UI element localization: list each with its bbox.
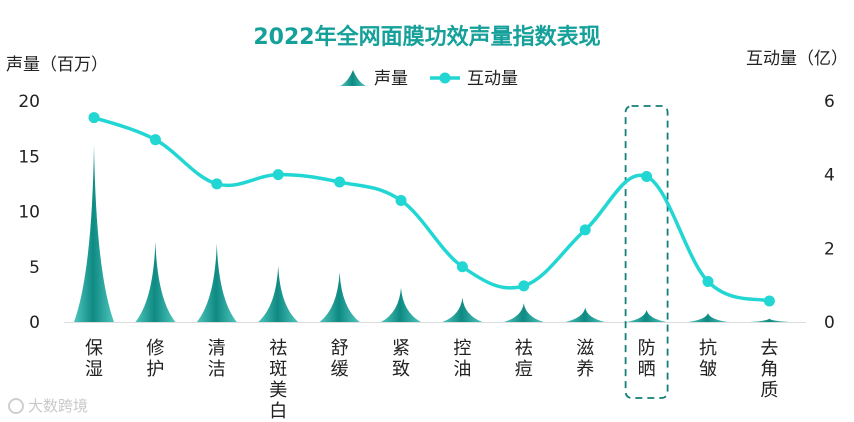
line-point: [334, 176, 346, 188]
bar: [381, 287, 421, 322]
bar: [688, 313, 728, 322]
category-label-char: 湿: [85, 359, 103, 380]
category-label-char: 防: [638, 338, 656, 359]
category-label: 紧致: [392, 338, 410, 380]
category-label-char: 修: [146, 338, 164, 359]
category-label: 抗皱: [699, 338, 717, 380]
legend: 声量 互动量: [340, 69, 518, 89]
category-label-char: 白: [269, 401, 287, 422]
category-label: 去角质: [760, 338, 778, 401]
left-axis-title: 声量（百万）: [6, 55, 108, 75]
category-label-char: 紧: [392, 338, 410, 359]
category-label-char: 痘: [515, 359, 533, 380]
watermark: 大数跨境: [8, 397, 88, 415]
right-tick-label: 2: [824, 239, 835, 259]
line-points: [88, 112, 775, 307]
watermark-logo-icon: [8, 398, 24, 414]
line-point: [272, 169, 284, 181]
legend-line-dot: [439, 72, 451, 84]
chart-title: 2022年全网面膜功效声量指数表现: [253, 24, 600, 50]
bar: [135, 241, 176, 322]
bar: [503, 303, 544, 322]
bar: [258, 265, 299, 322]
category-label-char: 祛: [515, 338, 533, 359]
category-label-char: 油: [453, 359, 471, 380]
right-tick-label: 0: [824, 313, 835, 333]
left-tick-label: 20: [18, 92, 40, 112]
line-point: [456, 261, 468, 273]
bar: [74, 145, 114, 322]
legend-bar-label: 声量: [374, 69, 408, 89]
category-label-char: 质: [760, 380, 778, 401]
bar: [319, 272, 360, 322]
line-point: [641, 171, 653, 183]
legend-bar-icon: [340, 70, 366, 86]
line-point: [702, 275, 714, 287]
line-point: [395, 194, 407, 206]
line-point: [518, 280, 530, 292]
legend-line-label: 互动量: [467, 69, 518, 89]
category-label-char: 斑: [269, 359, 287, 380]
category-label-char: 晒: [638, 359, 656, 380]
line-point: [88, 112, 100, 124]
category-label-char: 护: [146, 359, 164, 380]
category-label: 清洁: [208, 338, 226, 380]
category-label-char: 养: [576, 359, 594, 380]
category-label-char: 皱: [699, 359, 717, 380]
left-tick-label: 5: [29, 258, 40, 278]
category-label-char: 保: [85, 338, 103, 359]
bar: [442, 297, 483, 322]
category-label-char: 清: [208, 338, 226, 359]
left-tick-label: 0: [29, 313, 40, 333]
right-tick-label: 4: [824, 166, 835, 186]
category-label-char: 致: [392, 359, 410, 380]
category-label: 保湿: [85, 338, 103, 380]
category-label: 修护: [146, 338, 164, 380]
bar: [565, 307, 606, 322]
left-tick-label: 15: [18, 147, 40, 167]
category-label-char: 祛: [269, 338, 287, 359]
highlight-box: [624, 105, 669, 399]
line-point: [149, 134, 161, 146]
right-axis-title: 互动量（亿）: [746, 49, 848, 69]
category-label-char: 角: [760, 359, 778, 380]
category-label-char: 缓: [331, 359, 349, 380]
category-label-char: 舒: [331, 338, 349, 359]
category-label-char: 滋: [576, 338, 594, 359]
left-axis: 0 5 10 15 20: [18, 92, 40, 333]
category-label: 滋养: [576, 338, 594, 380]
right-tick-label: 6: [824, 92, 835, 112]
category-label: 控油: [453, 338, 471, 380]
category-label-char: 美: [269, 380, 287, 401]
watermark-text: 大数跨境: [28, 397, 88, 415]
bar: [626, 309, 667, 322]
category-label-char: 去: [760, 338, 778, 359]
line-point: [763, 295, 775, 307]
category-label: 祛痘: [515, 338, 533, 380]
category-label: 防晒: [638, 338, 656, 380]
line-point: [579, 224, 591, 236]
category-label-char: 控: [453, 338, 471, 359]
left-tick-label: 10: [18, 203, 40, 223]
category-label-char: 抗: [699, 338, 717, 359]
right-axis: 0 2 4 6: [824, 92, 835, 333]
bar-series: [74, 145, 790, 322]
bar: [749, 318, 790, 322]
category-label: 舒缓: [331, 338, 349, 380]
line-point: [211, 178, 223, 190]
category-label-char: 洁: [208, 359, 226, 380]
bar: [196, 243, 237, 322]
